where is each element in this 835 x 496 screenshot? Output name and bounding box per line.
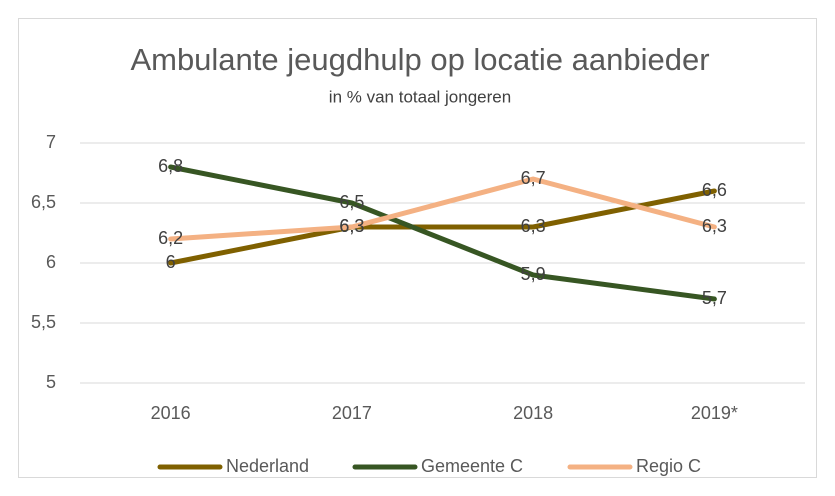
x-tick-label: 2019* bbox=[691, 403, 738, 423]
data-label: 6,3 bbox=[702, 216, 727, 236]
data-label: 6,3 bbox=[521, 216, 546, 236]
x-tick-label: 2017 bbox=[332, 403, 372, 423]
data-label: 6,3 bbox=[339, 216, 364, 236]
series-line bbox=[168, 188, 717, 266]
data-label: 6,8 bbox=[158, 156, 183, 176]
data-label: 5,7 bbox=[702, 288, 727, 308]
data-label: 6,3 bbox=[339, 216, 364, 236]
x-tick-label: 2018 bbox=[513, 403, 553, 423]
series-line bbox=[168, 176, 717, 242]
chart-title: Ambulante jeugdhulp op locatie aanbieder bbox=[130, 42, 709, 77]
legend-label: Regio C bbox=[636, 456, 701, 476]
y-tick-label: 5,5 bbox=[31, 312, 56, 332]
y-tick-label: 6,5 bbox=[31, 192, 56, 212]
data-label: 5,9 bbox=[521, 264, 546, 284]
data-label: 6 bbox=[166, 252, 176, 272]
data-label: 6,2 bbox=[158, 228, 183, 248]
chart-subtitle: in % van totaal jongeren bbox=[329, 87, 511, 106]
legend-label: Nederland bbox=[226, 456, 309, 476]
y-tick-label: 7 bbox=[46, 132, 56, 152]
data-label: 6,5 bbox=[339, 192, 364, 212]
y-tick-label: 5 bbox=[46, 372, 56, 392]
series-line bbox=[168, 164, 717, 302]
legend-label: Gemeente C bbox=[421, 456, 523, 476]
y-tick-label: 6 bbox=[46, 252, 56, 272]
chart-frame bbox=[18, 18, 817, 478]
data-label: 6,7 bbox=[521, 168, 546, 188]
data-label: 6,6 bbox=[702, 180, 727, 200]
x-tick-label: 2016 bbox=[151, 403, 191, 423]
